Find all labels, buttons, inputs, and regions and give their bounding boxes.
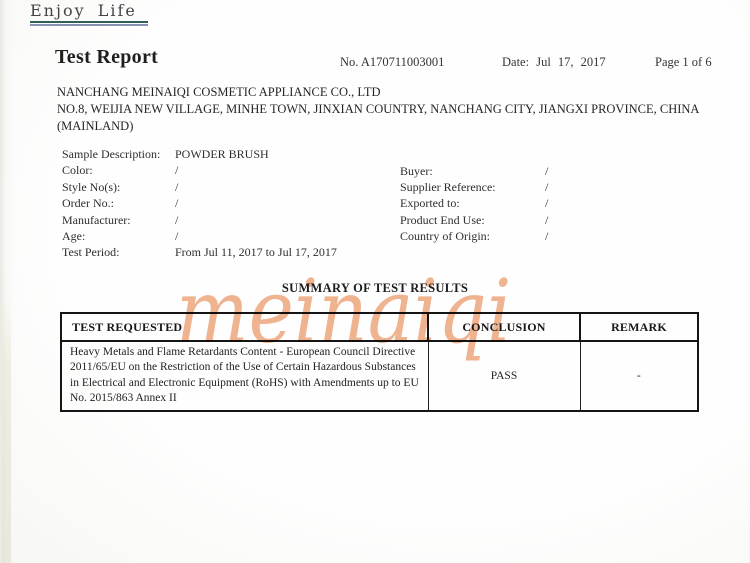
field-label: Supplier Reference: [400,179,496,194]
field-supplier-reference: Supplier Reference: / [400,179,730,195]
field-value: / [175,163,179,178]
field-label: Test Period: [62,245,120,260]
scan-edge-shading [2,290,11,563]
cell-conclusion: PASS [427,340,581,413]
field-style-nos: Style No(s): / [62,179,392,195]
field-label: Country of Origin: [400,229,490,244]
field-manufacturer: Manufacturer: / [62,212,392,228]
page-title: Test Report [55,46,159,68]
field-value: / [545,179,549,194]
field-label: Exported to: [400,196,460,211]
field-value: / [545,163,549,178]
report-date-value: Jul 17, 2017 [536,55,606,69]
sample-fields-left: Sample Description: POWDER BRUSH Color: … [62,146,392,261]
company-name: NANCHANG MEINAIQI COSMETIC APPLIANCE CO.… [57,85,381,99]
table-row: Heavy Metals and Flame Retardants Conten… [60,340,699,413]
logo-underline [30,21,148,26]
logo-underline-bottom [30,24,148,26]
sample-fields-right: Buyer: / Supplier Reference: / Exported … [400,163,730,245]
company-address-line1: NO.8, WEIJIA NEW VILLAGE, MINHE TOWN, JI… [57,102,700,116]
field-value: / [175,229,179,244]
field-buyer: Buyer: / [400,163,730,179]
cell-test-requested: Heavy Metals and Flame Retardants Conten… [60,340,429,413]
field-age: Age: / [62,228,392,244]
field-value: / [175,196,179,211]
field-label: Color: [62,163,93,178]
field-label: Buyer: [400,163,433,178]
col-header-test-requested: TEST REQUESTED [60,312,429,342]
results-table: TEST REQUESTED CONCLUSION REMARK Heavy M… [60,312,699,413]
col-header-conclusion: CONCLUSION [427,312,581,342]
field-label: Sample Description: [62,147,161,161]
field-value: From Jul 11, 2017 to Jul 17, 2017 [175,245,337,260]
field-sample-description: Sample Description: POWDER BRUSH [62,146,392,162]
company-address-line2: (MAINLAND) [57,119,134,133]
page-indicator: Page 1 of 6 [655,55,712,69]
field-label: Style No(s): [62,179,121,194]
field-product-end-use: Product End Use: / [400,212,730,228]
company-block: NANCHANG MEINAIQI COSMETIC APPLIANCE CO.… [57,84,747,135]
field-country-of-origin: Country of Origin: / [400,228,730,244]
field-value: / [175,212,179,227]
field-label: Product End Use: [400,212,485,227]
field-exported-to: Exported to: / [400,195,730,211]
field-value: / [545,229,549,244]
field-value: / [545,196,549,211]
summary-heading: SUMMARY OF TEST RESULTS [281,281,469,295]
logo-text: Enjoy Life [30,1,137,20]
cell-remark: - [579,340,699,413]
field-color: Color: / [62,162,392,178]
field-test-period: Test Period: From Jul 11, 2017 to Jul 17… [62,244,392,260]
field-order-no: Order No.: / [62,195,392,211]
results-header-row: TEST REQUESTED CONCLUSION REMARK [60,312,699,342]
field-label: Manufacturer: [62,212,131,227]
results-table-wrap: TEST REQUESTED CONCLUSION REMARK Heavy M… [60,312,699,413]
field-value: POWDER BRUSH [175,147,269,161]
col-header-remark: REMARK [579,312,699,342]
report-date-label: Date: [502,55,530,69]
field-label: Age: [62,229,86,244]
field-label: Order No.: [62,196,114,211]
field-value: / [545,212,549,227]
report-number: No. A170711003001 [340,55,445,69]
field-value: / [175,179,179,194]
report-date: Date: Jul 17, 2017 [502,55,606,70]
logo-underline-top [30,21,148,23]
